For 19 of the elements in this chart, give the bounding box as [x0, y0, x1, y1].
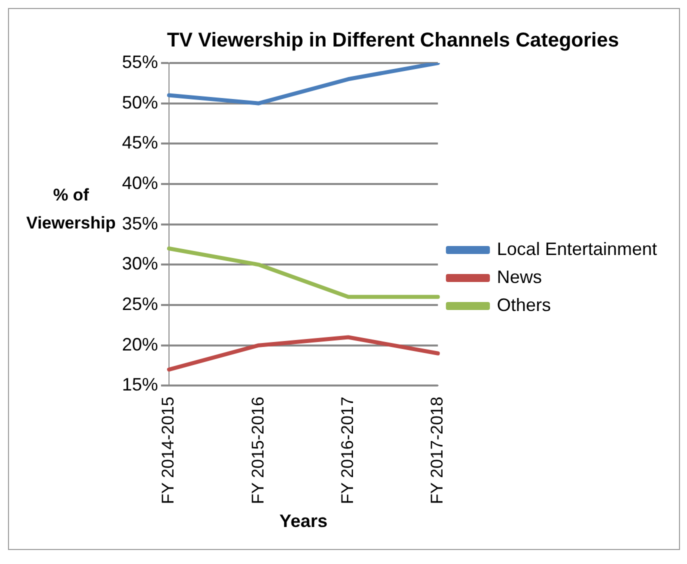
chart-title: TV Viewership in Different Channels Categories: [167, 30, 619, 52]
y-tick-label: 45%: [122, 132, 158, 153]
y-tick-label: 40%: [122, 172, 158, 193]
y-tick-label: 35%: [122, 213, 158, 234]
legend-label: Others: [496, 294, 551, 315]
x-axis-title: Years: [279, 511, 328, 532]
x-tick-label: FY 2014-2015: [158, 396, 178, 504]
legend-label: News: [496, 266, 542, 287]
legend-label: Local Entertainment: [496, 238, 657, 259]
x-tick-label: FY 2015-2016: [248, 396, 268, 504]
y-tick-label: 25%: [122, 294, 158, 314]
y-tick-label: 15%: [122, 374, 158, 395]
y-tick-label: 20%: [122, 334, 158, 354]
y-tick-label: 50%: [122, 92, 158, 112]
y-tick-label: 55%: [122, 52, 158, 72]
x-tick-label: FY 2016-2017: [338, 396, 357, 504]
y-axis-title: % of Viewership: [26, 185, 116, 232]
y-tick-label: 30%: [122, 254, 158, 274]
x-tick-label: FY 2017-2018: [428, 396, 447, 504]
